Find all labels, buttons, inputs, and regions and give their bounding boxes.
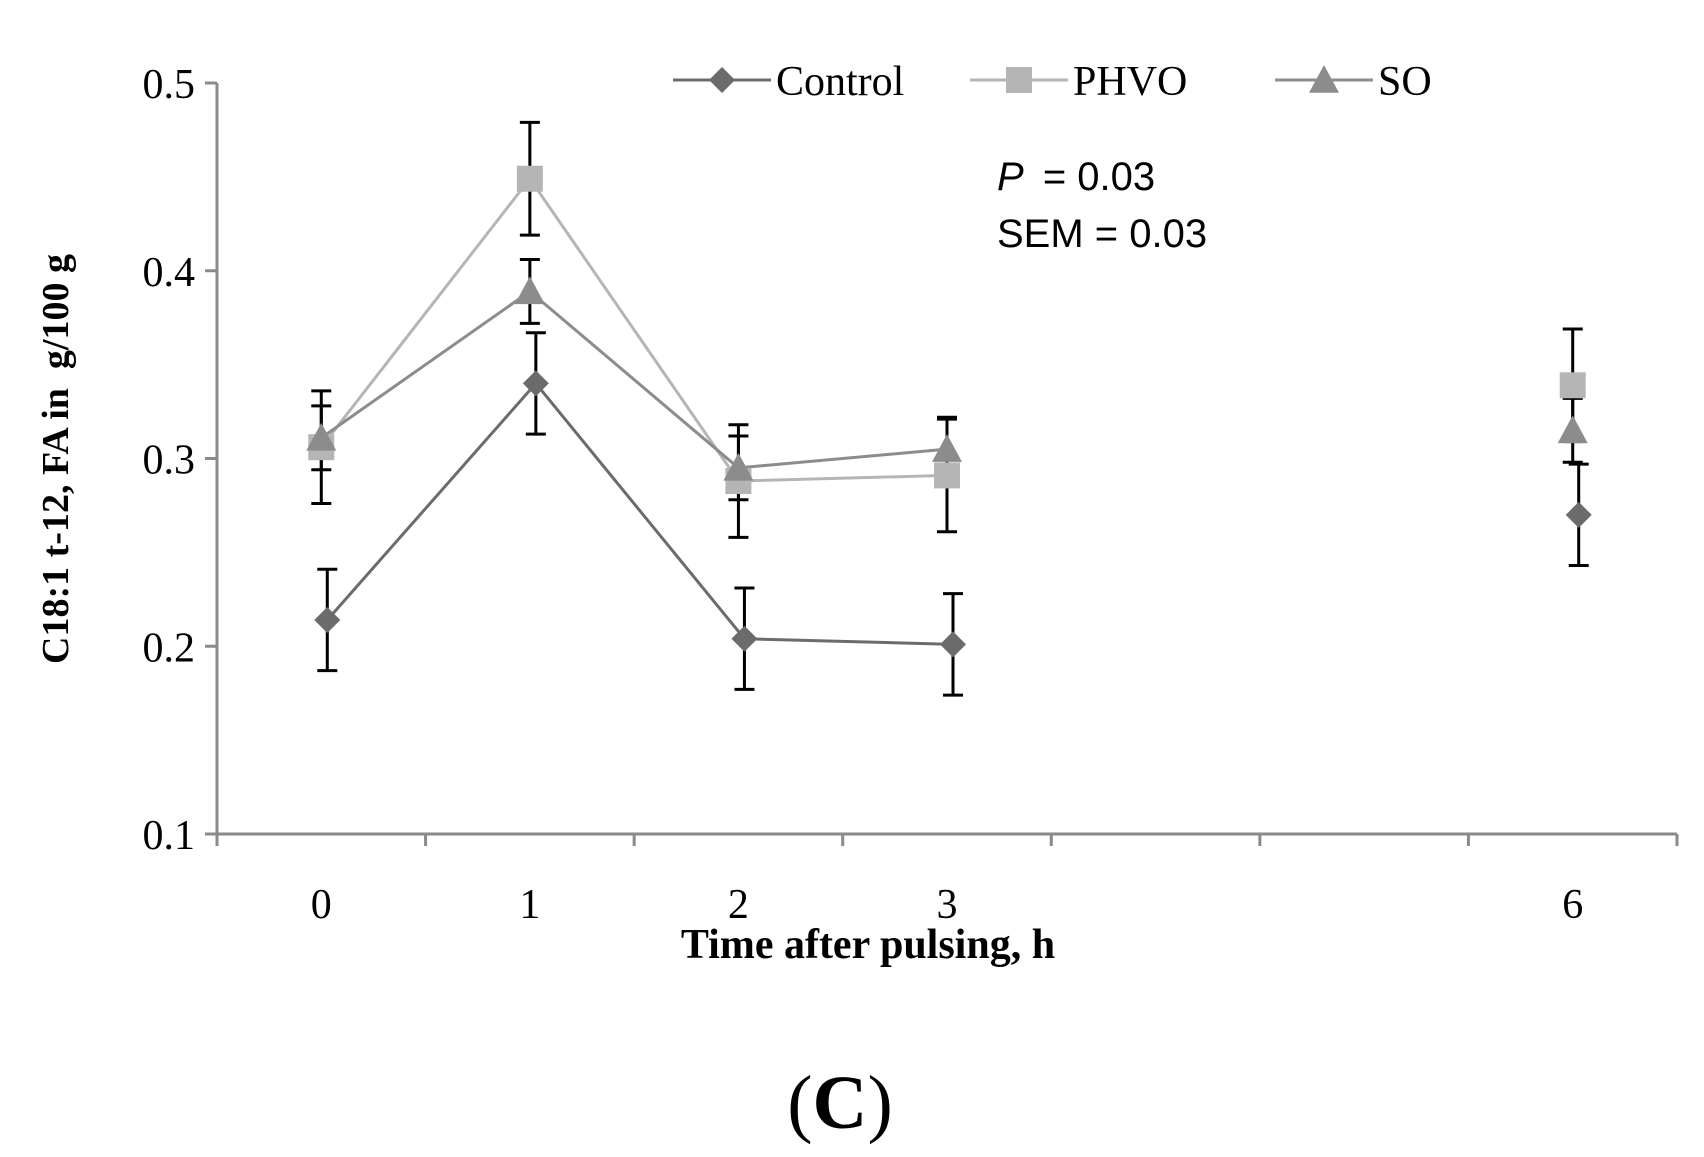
data-point-so: [932, 434, 962, 462]
series-markers: [306, 165, 1592, 658]
legend: Control PHVO SO: [673, 59, 1432, 105]
x-tick-label: 1: [519, 882, 540, 928]
x-tick-label: 3: [937, 882, 958, 928]
data-point-phvo: [516, 165, 543, 192]
series-lines: [320, 176, 954, 646]
p-label: P: [997, 155, 1024, 199]
legend-label-so: SO: [1378, 59, 1432, 105]
y-tick-label: 0.5: [143, 62, 196, 108]
series-line-phvo: [320, 176, 948, 483]
data-point-control: [1565, 501, 1592, 528]
y-tick-label: 0.2: [143, 625, 196, 671]
data-point-control: [731, 625, 758, 652]
p-value: = 0.03: [1043, 155, 1155, 199]
data-point-control: [940, 631, 966, 658]
data-point-so: [723, 452, 754, 481]
legend-marker-phvo: [1006, 67, 1032, 93]
legend-label-control: Control: [776, 59, 904, 105]
y-tick-label: 0.4: [143, 250, 196, 296]
x-tick-label: 6: [1562, 882, 1583, 928]
data-point-so: [1557, 415, 1588, 444]
legend-marker-so: [1309, 65, 1339, 93]
y-tick-label: 0.1: [143, 813, 196, 859]
x-axis-title: Time after pulsing, h: [681, 922, 1055, 968]
axes: [205, 81, 1679, 846]
p-value-annotation: P = 0.03: [997, 155, 1155, 199]
legend-label-phvo: PHVO: [1073, 59, 1187, 105]
series-line-control: [326, 381, 954, 646]
data-point-control: [314, 606, 341, 633]
data-point-so: [514, 276, 545, 305]
legend-marker-control: [709, 67, 735, 93]
panel-letter: C: [813, 1061, 868, 1145]
data-point-control: [522, 370, 549, 397]
data-point-phvo: [934, 462, 960, 489]
sem-annotation: SEM = 0.03: [997, 212, 1207, 256]
series-line-so: [320, 289, 948, 470]
y-tick-label: 0.3: [143, 438, 196, 484]
data-point-phvo: [1559, 372, 1586, 399]
x-tick-label: 0: [311, 882, 332, 928]
tick-labels: 0.1 0.2 0.3 0.4 0.5 0 1 2 3 6: [143, 62, 1584, 928]
y-axis-title: C18:1 t-12, FA in g/100 g: [35, 254, 77, 664]
panel-label: (C): [787, 1061, 893, 1145]
data-point-so: [306, 422, 337, 451]
x-tick-label: 2: [728, 882, 749, 928]
error-bars: [311, 120, 1589, 697]
